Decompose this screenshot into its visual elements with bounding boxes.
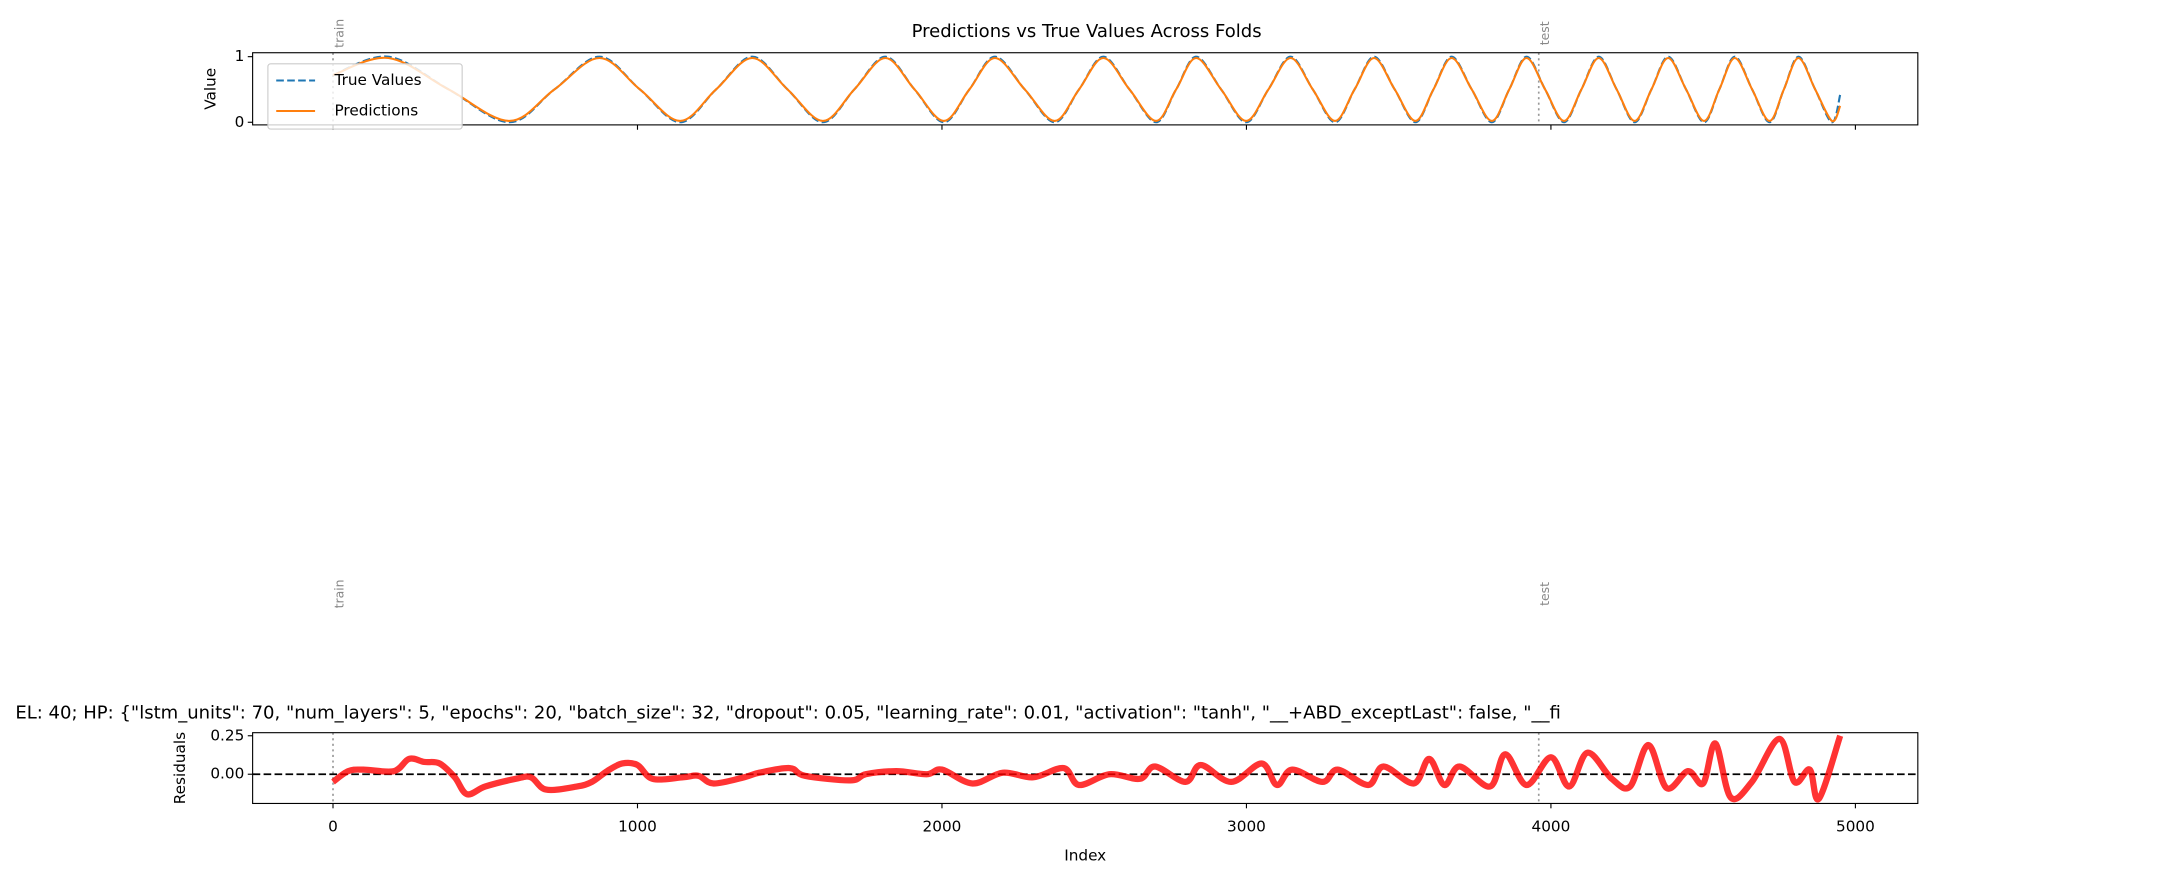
series-line [332,56,1842,123]
y-tick-label: 0 [235,113,245,131]
x-tick-label: 2000 [923,818,962,836]
x-tick-label: 5000 [1836,818,1875,836]
fold-label: train [331,19,346,48]
y-axis-label: Residuals [171,732,189,804]
axes-frame [252,52,1919,126]
fold-label: train [331,579,346,608]
fold-label: test [1537,582,1552,606]
series-line [332,55,1842,124]
y-tick-label: 1 [235,47,245,65]
x-tick-label: 3000 [1227,818,1266,836]
chart-title: Predictions vs True Values Across Folds [912,21,1262,42]
fold-label: test [1537,21,1552,45]
residual-line [331,734,1844,803]
x-tick-label: 4000 [1532,818,1571,836]
x-tick-label: 0 [328,818,338,836]
legend-label: Predictions [334,102,418,120]
legend-label: True Values [333,71,421,89]
y-axis-label: Value [201,68,219,110]
legend-box [267,63,463,130]
y-tick-label: 0.00 [210,765,244,783]
axes-frame [252,732,1919,805]
x-axis-label: Index [1064,847,1106,865]
chart-title: EL: 40; HP: {"lstm_units": 70, "num_laye… [15,702,1561,723]
y-tick-label: 0.25 [210,726,244,744]
legend: True Values Predictions [267,63,463,130]
x-tick-label: 1000 [618,818,657,836]
